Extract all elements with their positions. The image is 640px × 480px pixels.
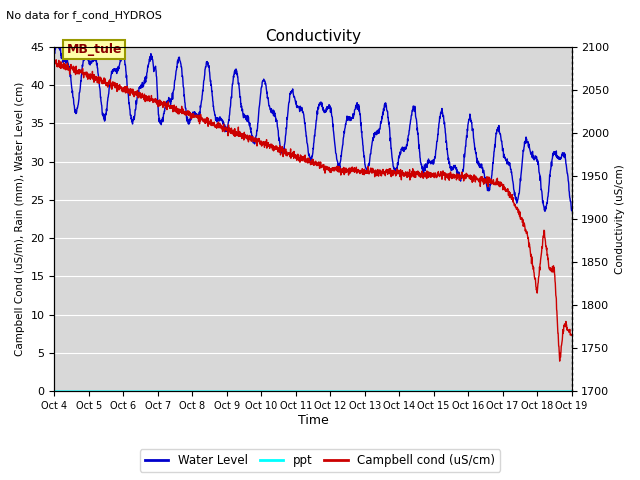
Y-axis label: Conductivity (uS/cm): Conductivity (uS/cm) — [615, 164, 625, 274]
Legend: Water Level, ppt, Campbell cond (uS/cm): Water Level, ppt, Campbell cond (uS/cm) — [140, 449, 500, 472]
X-axis label: Time: Time — [298, 414, 328, 427]
Text: MB_tule: MB_tule — [67, 43, 122, 56]
Title: Conductivity: Conductivity — [265, 29, 361, 44]
Text: No data for f_cond_HYDROS: No data for f_cond_HYDROS — [6, 10, 163, 21]
Y-axis label: Campbell Cond (uS/m), Rain (mm), Water Level (cm): Campbell Cond (uS/m), Rain (mm), Water L… — [15, 82, 25, 356]
